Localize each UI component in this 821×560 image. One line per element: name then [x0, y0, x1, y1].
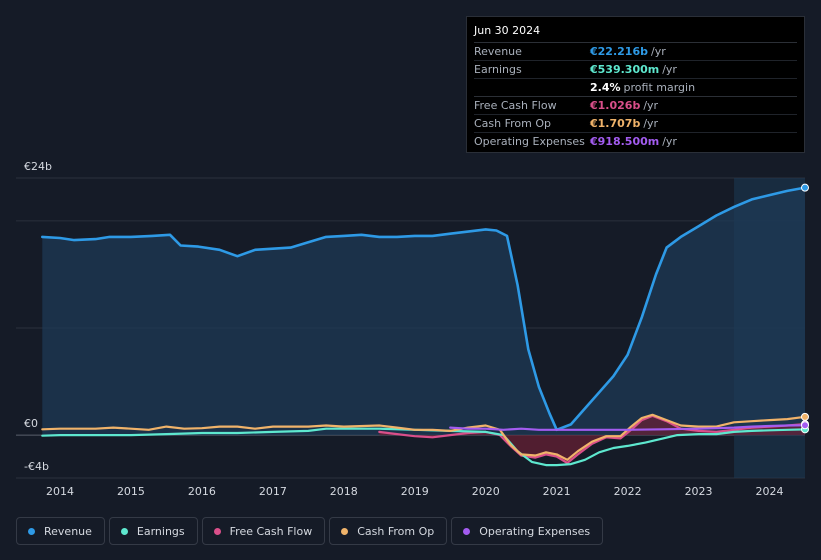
tooltip-value: €539.300m	[590, 63, 660, 76]
tooltip-row-free-cash-flow: Free Cash Flow €1.026b /yr	[474, 97, 797, 115]
legend-dot-icon	[120, 527, 128, 535]
legend-label: Earnings	[136, 524, 185, 538]
tooltip-date: Jun 30 2024	[474, 24, 797, 43]
legend-item-cash-from-op[interactable]: Cash From Op	[329, 517, 448, 545]
end-marker-operating-expenses	[801, 421, 809, 430]
legend-dot-icon	[213, 527, 221, 535]
tooltip-row-operating-expenses: Operating Expenses €918.500m /yr	[474, 133, 797, 150]
tooltip-unit: /yr	[643, 99, 659, 112]
x-tick-label: 2021	[543, 485, 571, 498]
y-tick-label: €0	[24, 417, 38, 430]
y-tick-label: -€4b	[24, 460, 49, 473]
end-marker-revenue	[801, 183, 809, 192]
tooltip-label	[474, 79, 590, 96]
series-line-cash-from-op	[41, 413, 807, 461]
tooltip-label: Free Cash Flow	[474, 99, 557, 112]
x-tick-label: 2022	[614, 485, 642, 498]
legend-dot-icon	[28, 527, 35, 535]
legend-dot-icon	[463, 527, 471, 535]
tooltip-unit: /yr	[643, 117, 659, 130]
x-tick-label: 2023	[685, 485, 713, 498]
series-line-earnings	[41, 427, 807, 467]
x-tick-label: 2019	[401, 485, 429, 498]
series-line-revenue	[41, 186, 807, 432]
series-line-free-cash-flow	[378, 414, 807, 465]
legend-label: Operating Expenses	[479, 524, 591, 538]
legend-item-earnings[interactable]: Earnings	[108, 517, 198, 545]
tooltip-label: Cash From Op	[474, 117, 552, 130]
chart: €24b€0-€4b 2014 2015 2016 2017 2018 2019 2020 2…	[16, 160, 809, 498]
tooltip-value: €1.707b	[590, 117, 641, 130]
tooltip-unit: /yr	[662, 135, 677, 148]
tooltip-row-revenue: Revenue €22.216b /yr	[474, 43, 797, 61]
series-line-operating-expenses	[449, 424, 807, 431]
tooltip-row-cash-from-op: Cash From Op €1.707b /yr	[474, 115, 797, 133]
x-tick-label: 2014	[46, 485, 74, 498]
series-area-free-cash-flow	[379, 415, 805, 463]
x-tick-label: 2024	[756, 485, 784, 498]
tooltip-label: Earnings	[474, 63, 522, 76]
tooltip-value: €1.026b	[590, 99, 641, 112]
tooltip-row-earnings: Earnings €539.300m /yr	[474, 61, 797, 79]
tooltip-value: 2.4%	[590, 81, 621, 94]
tooltip-row-profit-margin: 2.4% profit margin	[474, 79, 797, 97]
y-tick-label: €24b	[24, 160, 52, 173]
series-layer	[41, 186, 807, 467]
x-tick-label: 2015	[117, 485, 145, 498]
tooltip-unit: /yr	[650, 45, 666, 58]
legend-item-revenue[interactable]: Revenue	[16, 517, 105, 545]
legend-dot-icon	[341, 527, 349, 535]
end-markers	[801, 183, 809, 434]
tooltip-value: €22.216b	[590, 45, 648, 58]
legend-item-free-cash-flow[interactable]: Free Cash Flow	[201, 517, 326, 545]
legend-label: Cash From Op	[357, 524, 435, 538]
end-marker-cash-from-op	[801, 412, 809, 421]
x-tick-label: 2018	[330, 485, 358, 498]
series-area-revenue	[42, 187, 806, 436]
tooltip-label: Revenue	[474, 45, 522, 58]
tooltip-label: Operating Expenses	[474, 135, 585, 148]
legend-label: Free Cash Flow	[229, 524, 313, 538]
legend-item-operating-expenses[interactable]: Operating Expenses	[451, 517, 604, 545]
tooltip-panel: Jun 30 2024 Revenue €22.216b /yr Earning…	[466, 16, 805, 153]
y-axis-labels: €24b €0 -€4b	[24, 160, 52, 473]
x-tick-label: 2020	[472, 485, 500, 498]
tooltip-unit: /yr	[662, 63, 677, 76]
legend-label: Revenue	[44, 524, 92, 538]
tooltip-value: €918.500m	[590, 135, 660, 148]
x-tick-label: 2017	[259, 485, 287, 498]
legend: Revenue Earnings Free Cash Flow Cash Fro…	[16, 517, 604, 545]
x-axis-labels: 2014 2015 2016 2017 2018 2019 2020 2021 2022 2023…	[46, 485, 784, 498]
tooltip-unit: profit margin	[623, 81, 696, 94]
x-tick-label: 2016	[188, 485, 216, 498]
